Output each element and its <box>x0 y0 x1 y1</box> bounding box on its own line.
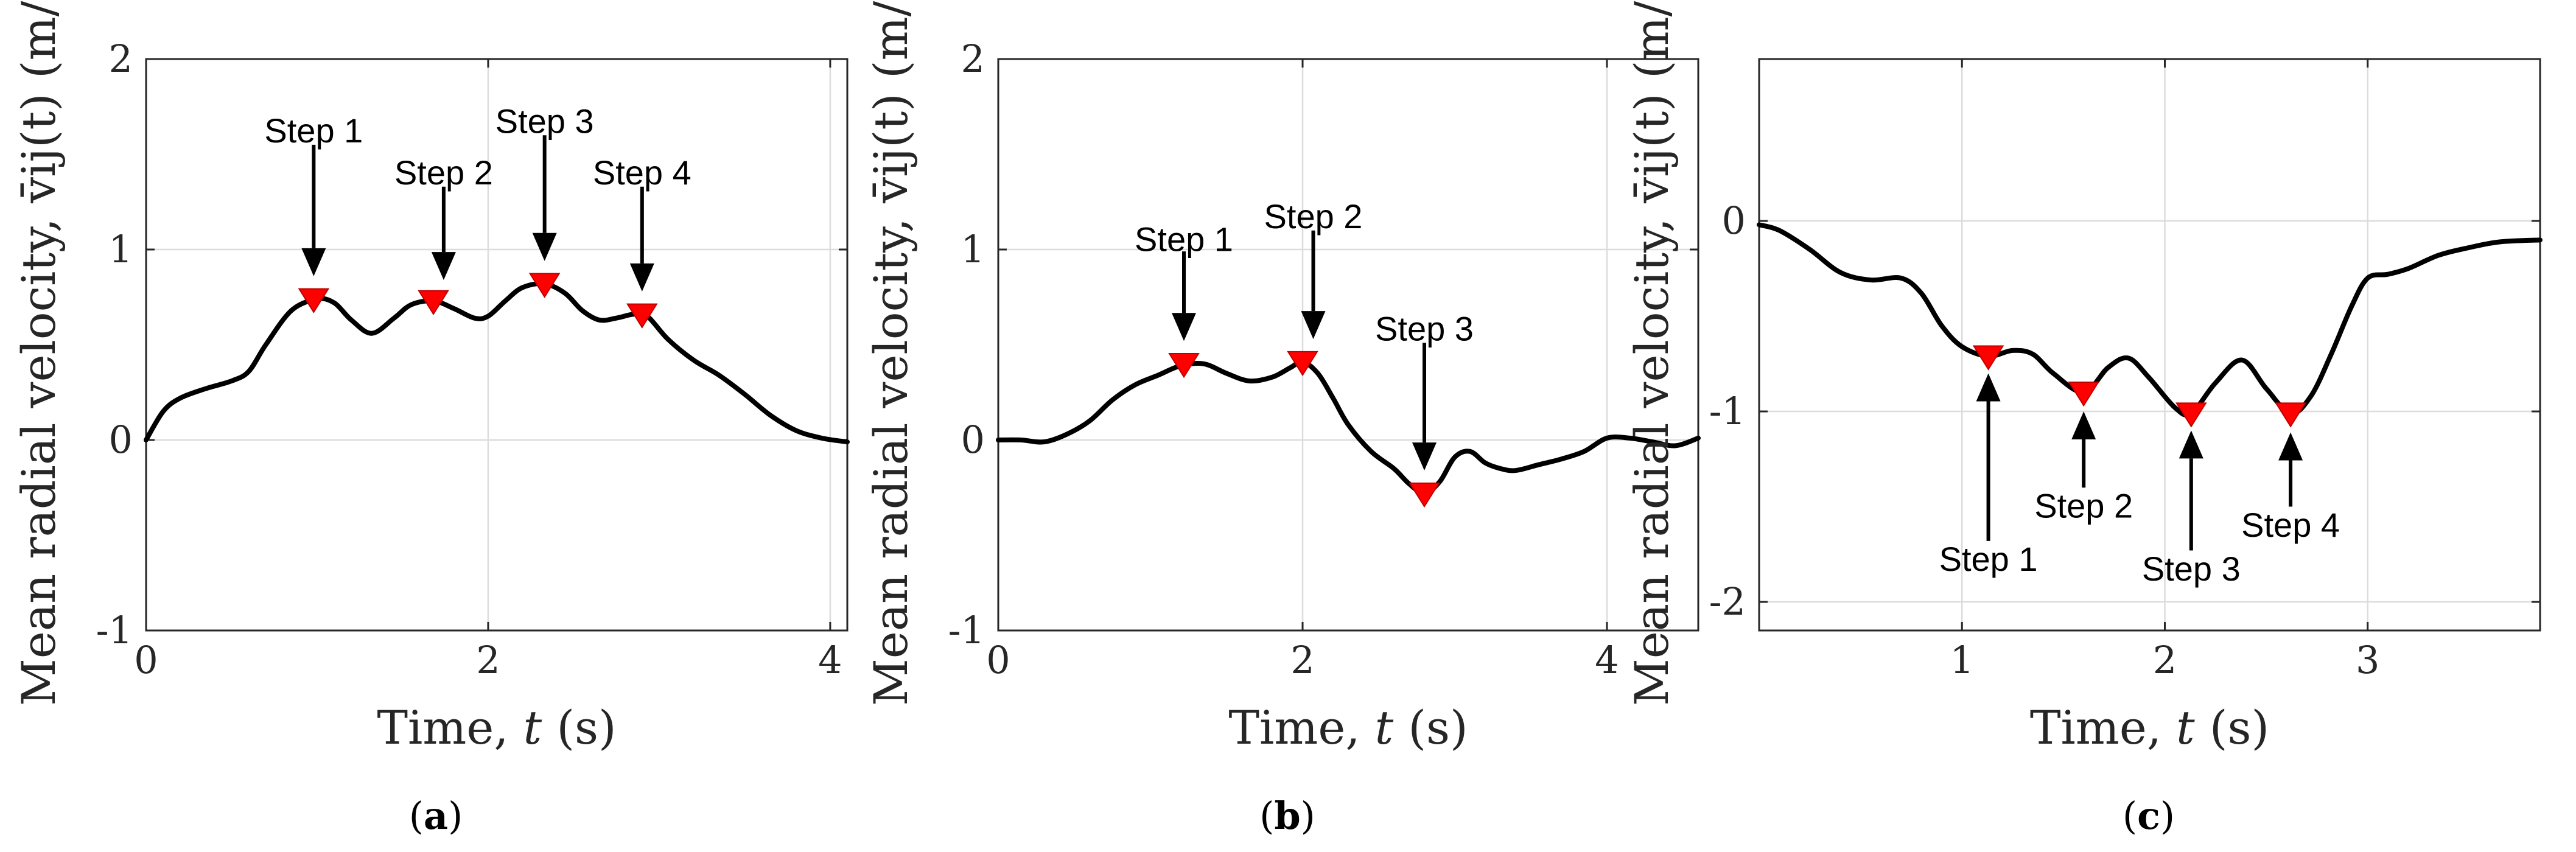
panel-label: (a) <box>409 794 463 838</box>
y-tick-label: 0 <box>109 417 133 462</box>
step-marker <box>528 273 561 298</box>
y-axis-label: Mean radial velocity, v̄ij(t) (m/s) <box>864 0 918 706</box>
step-marker <box>2275 402 2306 428</box>
velocity-curve <box>996 359 1701 496</box>
y-tick-label: 1 <box>961 227 985 271</box>
step-annotation-label: Step 3 <box>495 102 594 140</box>
step-annotation-label: Step 2 <box>2034 487 2133 525</box>
y-axis-label: Mean radial velocity, v̄ij(t) (m/s) <box>12 0 66 706</box>
step-annotation-label: Step 3 <box>2142 550 2241 588</box>
step-annotation-label: Step 2 <box>1264 197 1363 236</box>
step-marker <box>2068 381 2099 407</box>
x-axis-label: Time, t (s) <box>377 700 616 755</box>
annotation-arrowhead <box>1976 373 2001 402</box>
step-marker <box>1287 351 1318 377</box>
y-tick-label: 0 <box>1722 198 1746 243</box>
step-marker <box>1409 482 1440 508</box>
annotation-arrowhead <box>2278 432 2303 461</box>
panel-label: (b) <box>1259 794 1315 838</box>
annotation-arrowhead <box>1412 442 1437 471</box>
step-annotation-label: Step 2 <box>394 153 493 192</box>
x-tick-label: 1 <box>1950 638 1974 682</box>
axes-box <box>145 58 849 632</box>
velocity-curve <box>144 281 850 445</box>
x-axis-label: Time, t (s) <box>2030 700 2269 755</box>
x-axis-label: Time, t (s) <box>1228 700 1468 755</box>
step-annotation-label: Step 4 <box>2241 506 2340 544</box>
annotation-arrowhead <box>1301 311 1326 340</box>
y-tick-label: 0 <box>961 417 985 462</box>
annotation-arrowhead <box>1172 313 1196 341</box>
x-tick-label: 2 <box>1290 638 1314 682</box>
step-marker <box>298 288 330 313</box>
step-annotation-label: Step 4 <box>593 153 691 192</box>
y-tick-label: 2 <box>961 37 985 81</box>
step-annotation-label: Step 1 <box>1135 220 1233 258</box>
annotation-arrowhead <box>431 252 456 281</box>
annotation-arrowhead <box>629 263 654 292</box>
axes-box <box>1758 58 2541 632</box>
x-tick-label: 2 <box>476 638 500 682</box>
annotation-arrowhead <box>2179 430 2203 459</box>
annotation-arrowhead <box>532 232 557 261</box>
step-marker <box>626 303 658 329</box>
annotation-arrowhead <box>301 248 326 276</box>
y-tick-label: 2 <box>109 37 133 81</box>
panel-label: (c) <box>2123 794 2175 838</box>
x-tick-label: 4 <box>818 638 842 682</box>
chart-panel-c: 1 2 3 -2 -1 0 Time, t (s) Mean radial velocity,… <box>1625 0 2543 838</box>
step-marker <box>1972 345 2004 371</box>
x-tick-label: 0 <box>986 638 1010 682</box>
y-tick-label: -1 <box>1709 389 1746 433</box>
y-axis-label: Mean radial velocity, v̄ij(t) (m/s) <box>1625 0 1679 706</box>
y-tick-label: -1 <box>96 608 133 652</box>
x-tick-label: 2 <box>2153 638 2177 682</box>
velocity-curve <box>1757 222 2543 417</box>
x-tick-label: 0 <box>134 638 158 682</box>
annotation-arrowhead <box>2071 411 2096 440</box>
step-marker <box>1168 353 1200 379</box>
x-tick-label: 4 <box>1595 638 1619 682</box>
y-tick-label: -2 <box>1709 579 1746 624</box>
step-annotation-label: Step 3 <box>1375 309 1474 347</box>
step-annotation-label: Step 1 <box>264 111 363 150</box>
step-annotation-label: Step 1 <box>1939 540 2038 578</box>
y-tick-label: -1 <box>948 608 985 652</box>
axes-box <box>997 58 1699 632</box>
step-marker <box>2175 402 2207 428</box>
step-marker <box>418 290 449 315</box>
x-tick-label: 3 <box>2356 638 2379 682</box>
y-tick-label: 1 <box>109 227 133 271</box>
